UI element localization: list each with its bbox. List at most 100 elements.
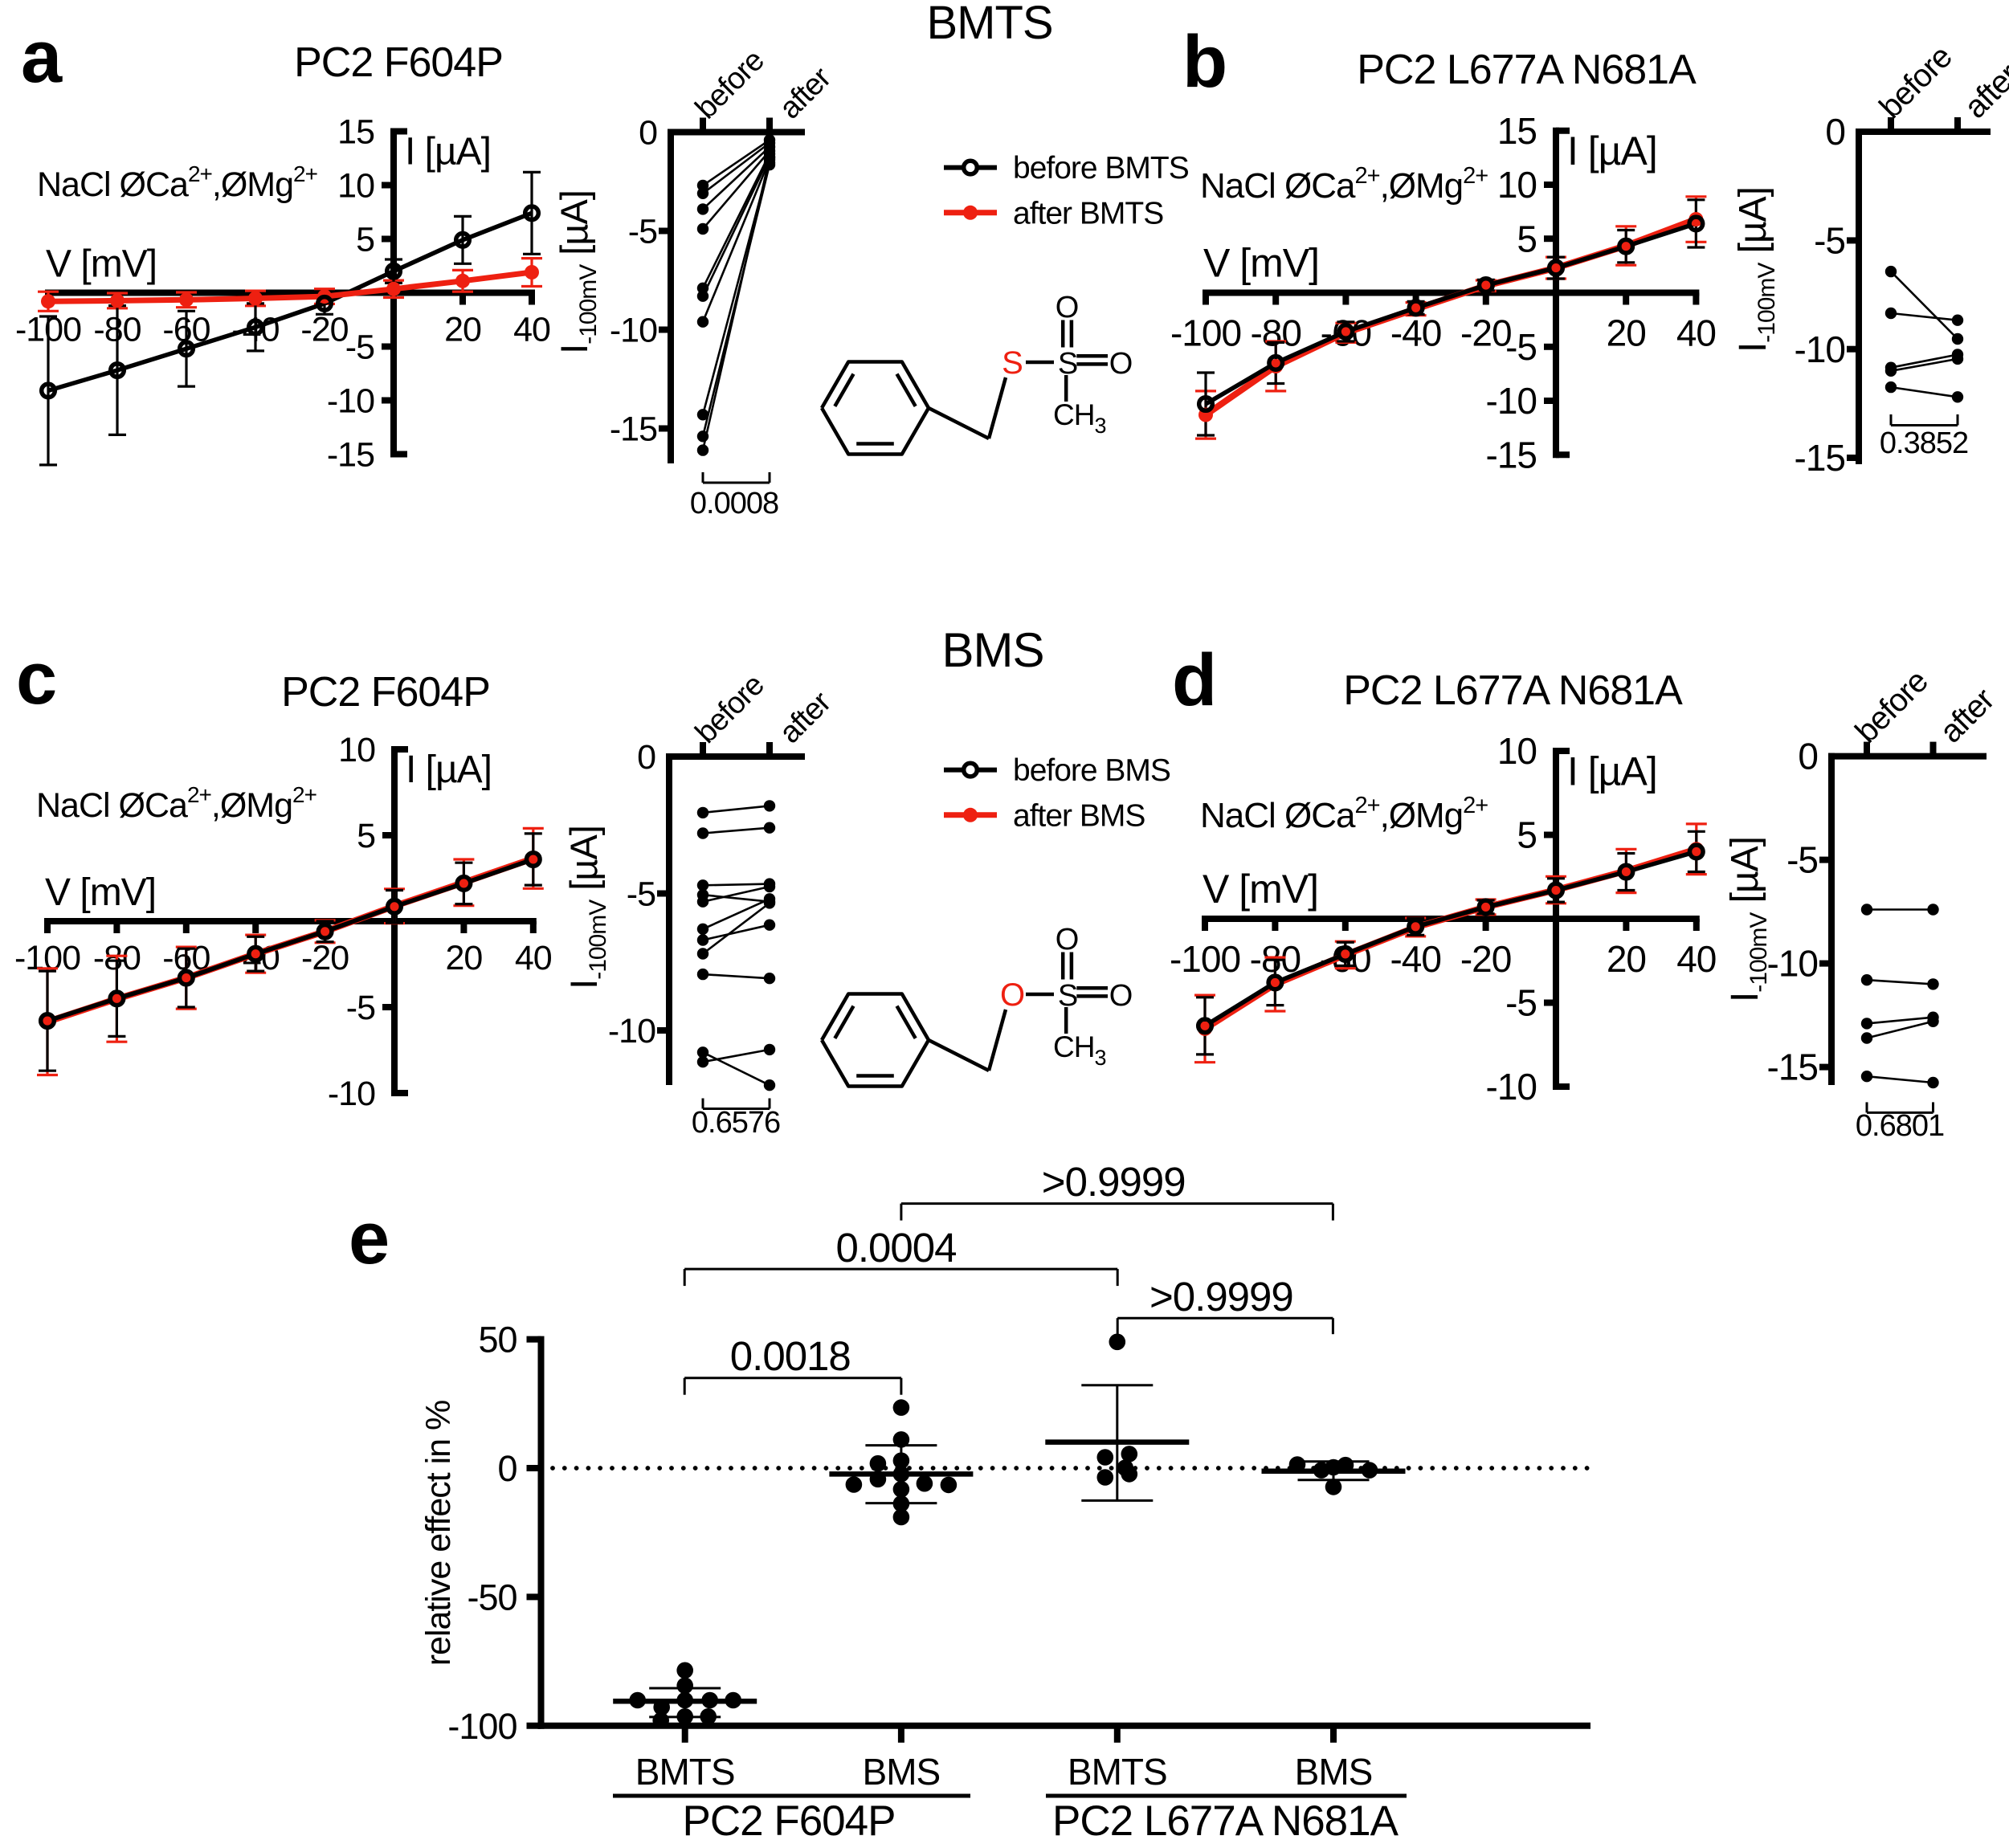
svg-text:V [mV]: V [mV] [1203,241,1319,286]
svg-text:0.0004: 0.0004 [836,1225,957,1271]
svg-text:c: c [16,638,56,720]
svg-text:20: 20 [444,311,481,349]
svg-text:PC2 L677A N681A: PC2 L677A N681A [1357,47,1697,93]
svg-text:b: b [1182,21,1227,103]
svg-text:0: 0 [637,738,655,777]
svg-text:50: 50 [478,1320,517,1361]
svg-text:40: 40 [515,939,552,977]
svg-text:15: 15 [1497,110,1537,152]
svg-text:S: S [1002,345,1023,381]
svg-text:BMTS: BMTS [926,0,1052,49]
svg-text:O: O [1109,979,1133,1013]
svg-text:V [mV]: V [mV] [45,871,156,914]
svg-text:-40: -40 [1390,312,1441,354]
svg-text:I-100mV [µA]: I-100mV [µA] [1724,837,1772,1002]
svg-text:I [µA]: I [µA] [1567,749,1657,794]
svg-text:relative effect in %: relative effect in % [419,1401,458,1666]
svg-text:0.0008: 0.0008 [690,487,778,520]
svg-text:-5: -5 [1505,982,1537,1024]
svg-text:-15: -15 [610,410,657,449]
svg-text:5: 5 [357,817,375,855]
svg-text:10: 10 [1497,164,1537,206]
svg-text:20: 20 [445,939,482,977]
svg-text:>0.9999: >0.9999 [1042,1159,1186,1205]
svg-text:-20: -20 [1460,312,1511,354]
svg-text:PC2 F604P: PC2 F604P [683,1797,896,1844]
svg-text:NaCl ØCa2+,ØMg2+: NaCl ØCa2+,ØMg2+ [1200,163,1488,206]
svg-text:O: O [1056,291,1079,324]
svg-text:-10: -10 [610,312,657,350]
svg-text:0.0018: 0.0018 [730,1333,851,1379]
svg-text:V [mV]: V [mV] [1203,867,1318,912]
svg-text:PC2 L677A N681A: PC2 L677A N681A [1052,1797,1399,1844]
svg-text:a: a [21,16,63,98]
svg-text:-50: -50 [467,1577,517,1618]
svg-text:before BMS: before BMS [1013,753,1170,788]
svg-text:-5: -5 [1814,220,1845,262]
svg-text:CH3: CH3 [1053,398,1105,438]
svg-text:-20: -20 [1460,938,1511,980]
svg-text:-10: -10 [1767,943,1818,985]
svg-text:40: 40 [513,311,550,349]
svg-text:BMS: BMS [941,623,1043,677]
svg-text:NaCl ØCa2+,ØMg2+: NaCl ØCa2+,ØMg2+ [36,782,316,825]
svg-text:0: 0 [639,114,657,153]
svg-text:20: 20 [1607,938,1646,980]
svg-text:BMS: BMS [1295,1751,1373,1793]
svg-text:-100: -100 [1170,312,1241,354]
svg-text:BMS: BMS [863,1751,941,1793]
svg-text:40: 40 [1676,938,1716,980]
svg-text:0.6801: 0.6801 [1856,1109,1944,1143]
svg-text:5: 5 [1517,814,1537,856]
svg-text:S: S [1058,979,1077,1013]
svg-text:V [mV]: V [mV] [46,243,157,286]
svg-text:after BMS: after BMS [1013,799,1145,834]
svg-text:-5: -5 [1786,839,1818,881]
svg-text:0.6576: 0.6576 [692,1106,780,1140]
svg-text:10: 10 [1497,730,1537,772]
svg-text:NaCl ØCa2+,ØMg2+: NaCl ØCa2+,ØMg2+ [1200,793,1488,835]
svg-text:-5: -5 [628,213,657,251]
svg-text:-5: -5 [1505,326,1537,368]
svg-text:after BMTS: after BMTS [1013,196,1163,230]
svg-text:0: 0 [1825,111,1845,153]
svg-text:-10: -10 [1486,380,1537,422]
svg-text:O: O [1109,347,1133,381]
svg-text:5: 5 [1517,218,1537,259]
svg-text:5: 5 [356,221,374,259]
svg-text:PC2 F604P: PC2 F604P [281,669,490,716]
svg-text:-10: -10 [1486,1066,1537,1108]
svg-text:before BMTS: before BMTS [1013,151,1189,186]
svg-text:-100: -100 [447,1706,517,1747]
svg-text:O: O [1056,923,1079,957]
svg-text:I [µA]: I [µA] [1567,129,1657,173]
svg-text:-10: -10 [328,1075,375,1113]
svg-text:-15: -15 [1486,434,1537,475]
svg-text:-10: -10 [327,382,374,421]
svg-text:-15: -15 [1795,437,1845,479]
svg-text:-5: -5 [345,328,374,367]
svg-text:BMTS: BMTS [635,1751,735,1793]
svg-text:-10: -10 [608,1012,655,1050]
svg-text:e: e [349,1197,389,1279]
svg-text:S: S [1058,347,1077,381]
svg-text:10: 10 [337,167,374,206]
svg-text:NaCl ØCa2+,ØMg2+: NaCl ØCa2+,ØMg2+ [37,161,317,204]
svg-text:-10: -10 [1795,328,1845,370]
svg-text:d: d [1172,639,1216,721]
svg-text:-15: -15 [327,436,374,475]
svg-text:BMTS: BMTS [1068,1751,1167,1793]
svg-text:15: 15 [337,113,374,152]
svg-text:10: 10 [338,731,375,769]
svg-text:-5: -5 [627,875,655,914]
svg-text:PC2 L677A N681A: PC2 L677A N681A [1343,667,1683,714]
svg-text:I [µA]: I [µA] [405,130,491,173]
svg-text:20: 20 [1607,312,1646,354]
svg-text:I [µA]: I [µA] [406,749,492,791]
svg-text:-15: -15 [1767,1046,1818,1088]
svg-text:0.3852: 0.3852 [1880,426,1968,460]
svg-text:>0.9999: >0.9999 [1149,1274,1293,1320]
svg-text:-100: -100 [1170,938,1240,980]
svg-text:-20: -20 [301,939,349,977]
svg-text:40: 40 [1676,312,1716,354]
